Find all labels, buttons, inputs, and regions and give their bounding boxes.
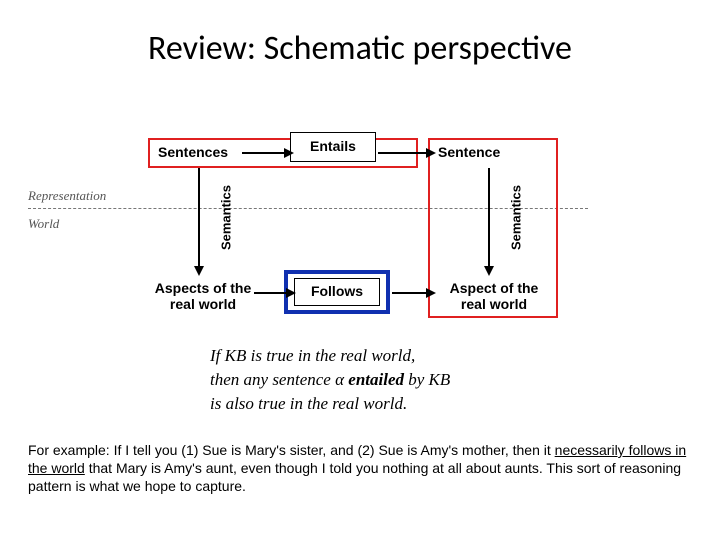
arrowhead-right-down [484, 266, 494, 276]
theorem-l3: is also true in the real world. [210, 392, 610, 416]
theorem-l2: then any sentence α entailed by KB [210, 368, 610, 392]
arrow-left-down [198, 168, 200, 268]
label-aspects-right-2: real world [436, 296, 552, 312]
arrow-right-down [488, 168, 490, 268]
page-title: Review: Schematic perspective [0, 28, 720, 69]
footer-prefix: For example: If I tell you (1) Sue is Ma… [28, 442, 555, 458]
theorem-l2a: then any sentence [210, 370, 335, 389]
arrowhead-aspects-follows [286, 288, 296, 298]
arrow-sent-entails [242, 152, 286, 154]
arrowhead-sent-entails [284, 148, 294, 158]
arrowhead-entails-sent [426, 148, 436, 158]
arrow-aspects-follows [254, 292, 288, 294]
label-entails: Entails [290, 138, 376, 154]
theorem-l1: If KB is true in the real world, [210, 344, 610, 368]
theorem-l2c: by KB [404, 370, 450, 389]
label-semantics-right: Semantics [509, 178, 524, 258]
arrowhead-follows-aspect [426, 288, 436, 298]
footer-suffix: that Mary is Amy's aunt, even though I t… [28, 460, 681, 494]
label-aspects-left-1: Aspects of the [148, 280, 258, 296]
label-aspects-right-1: Aspect of the [436, 280, 552, 296]
arrow-follows-aspect [392, 292, 428, 294]
theorem-alpha: α [335, 370, 344, 389]
label-aspects-left-2: real world [148, 296, 258, 312]
arrowhead-left-down [194, 266, 204, 276]
label-world: World [28, 216, 59, 232]
label-sentence: Sentence [438, 144, 548, 160]
arrow-entails-sent [378, 152, 428, 154]
schematic-diagram: Representation World Entails Sentences S… [28, 120, 668, 330]
theorem-block: If KB is true in the real world, then an… [210, 344, 610, 415]
label-semantics-left: Semantics [219, 178, 234, 258]
footer-paragraph: For example: If I tell you (1) Sue is Ma… [28, 442, 692, 496]
label-representation: Representation [28, 188, 106, 204]
theorem-entailed: entailed [344, 370, 404, 389]
label-follows: Follows [294, 283, 380, 299]
